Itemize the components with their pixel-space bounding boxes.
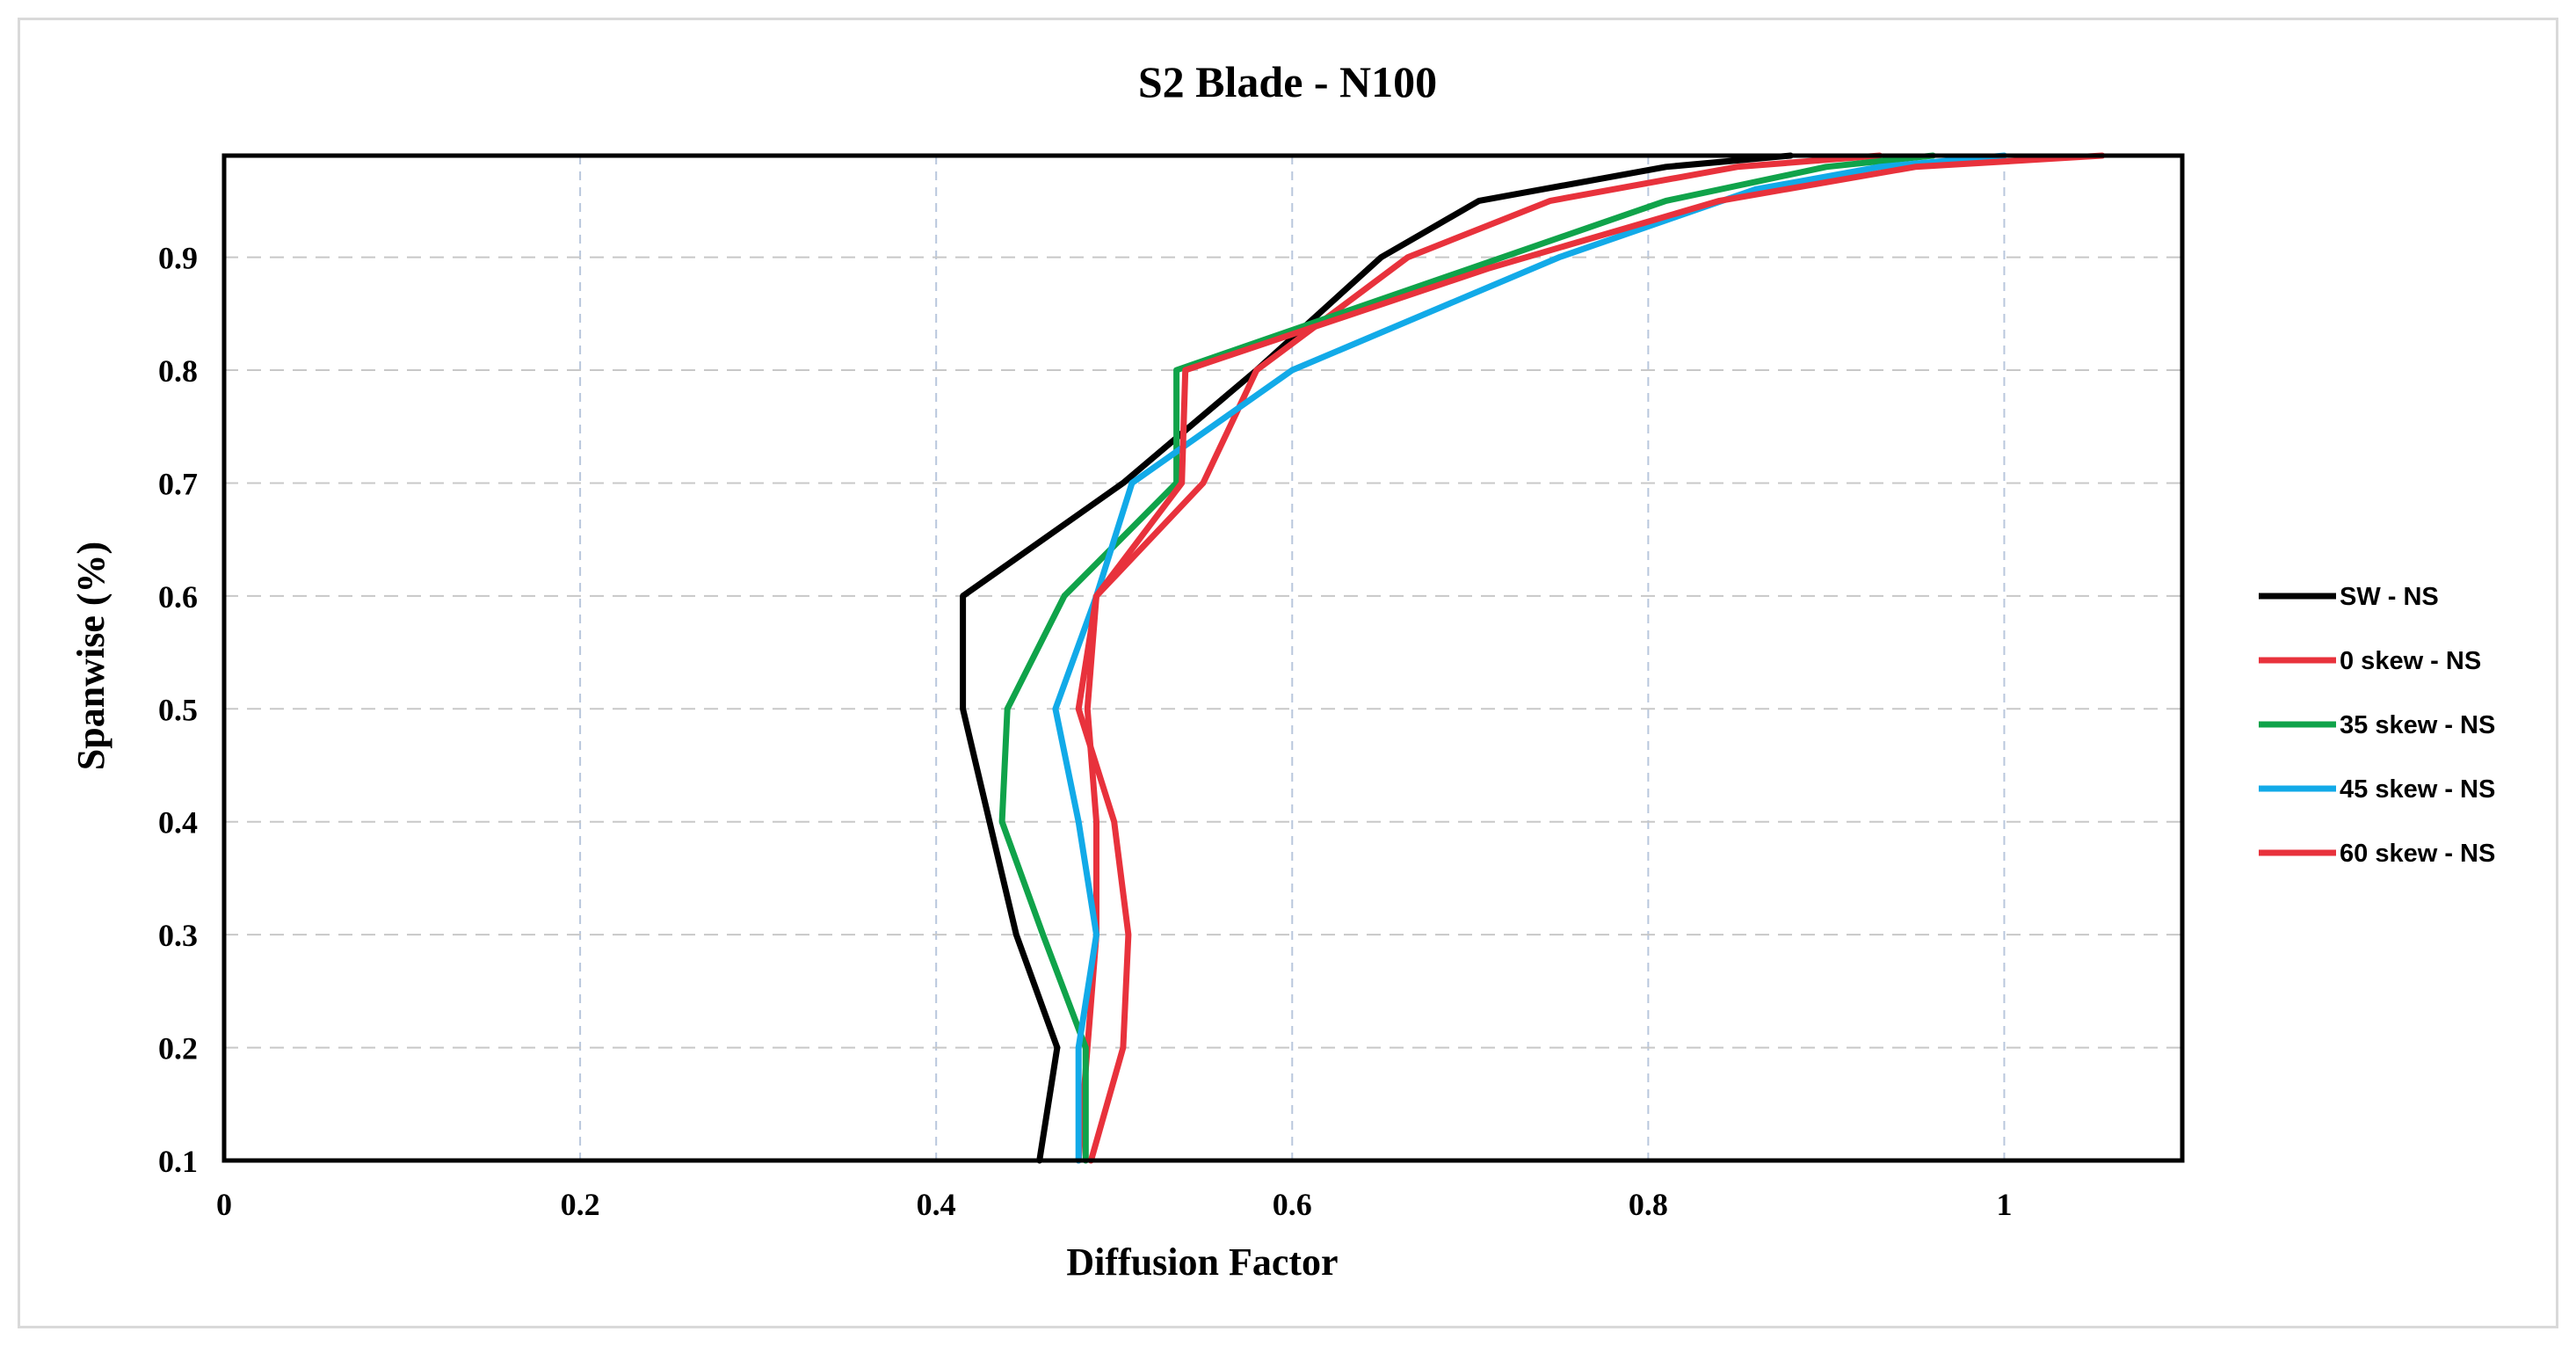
series-line-1 bbox=[960, 152, 1794, 1164]
y-tick-label: 0.4 bbox=[158, 805, 198, 840]
legend-label: 60 skew - NS bbox=[2340, 840, 2495, 868]
series-lines bbox=[960, 152, 2106, 1164]
series-line-2 bbox=[1075, 152, 1883, 1164]
x-axis-label: Diffusion Factor bbox=[1066, 1241, 1338, 1284]
x-tick-label: 0.8 bbox=[1629, 1187, 1668, 1222]
legend-label: SW - NS bbox=[2340, 583, 2439, 611]
y-tick-label: 0.3 bbox=[158, 918, 198, 953]
x-tick-label: 0 bbox=[216, 1187, 232, 1222]
chart-title: S2 Blade - N100 bbox=[1138, 57, 1437, 106]
tick-labels: 0 0.2 0.4 0.6 0.8 1 0.1 0.2 0.3 0.4 0.5 0.6 0.7 0.8 0.… bbox=[158, 241, 2012, 1222]
series-line-3 bbox=[998, 152, 1936, 1164]
y-tick-label: 0.2 bbox=[158, 1031, 198, 1066]
legend: SW - NS 0 skew - NS 35 skew - NS 45 skew - … bbox=[2259, 583, 2495, 868]
y-axis-label: Spanwise (%) bbox=[69, 542, 112, 770]
y-tick-label: 0.8 bbox=[158, 353, 198, 389]
x-tick-label: 0.4 bbox=[917, 1187, 956, 1222]
x-tick-label: 1 bbox=[1996, 1187, 2012, 1222]
legend-label: 0 skew - NS bbox=[2340, 647, 2481, 675]
y-tick-label: 0.9 bbox=[158, 241, 198, 276]
series-line-5 bbox=[1075, 152, 2106, 1164]
gridlines bbox=[224, 156, 2182, 1160]
y-tick-label: 0.6 bbox=[158, 579, 198, 615]
legend-label: 45 skew - NS bbox=[2340, 775, 2495, 804]
plot-border bbox=[221, 153, 2185, 1163]
x-tick-label: 0.6 bbox=[1273, 1187, 1312, 1222]
y-tick-label: 0.5 bbox=[158, 692, 198, 727]
x-tick-label: 0.2 bbox=[561, 1187, 600, 1222]
legend-label: 35 skew - NS bbox=[2340, 711, 2495, 739]
y-tick-label: 0.7 bbox=[158, 466, 198, 501]
series-line-4 bbox=[1052, 152, 2007, 1164]
chart-frame bbox=[18, 18, 2558, 1328]
y-tick-label: 0.1 bbox=[158, 1144, 198, 1179]
